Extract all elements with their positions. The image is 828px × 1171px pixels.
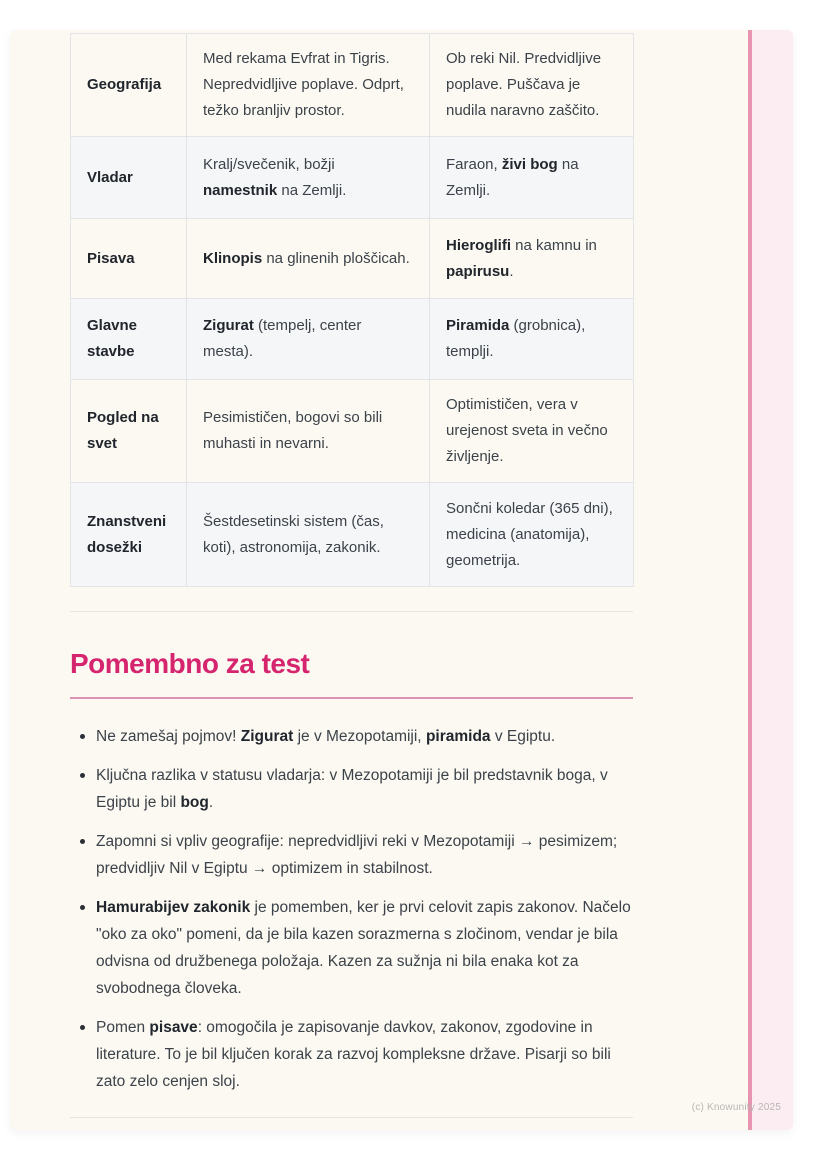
- page-content: Geografija Med rekama Evfrat in Tigris. …: [70, 30, 634, 1118]
- cell-egypt: Piramida (grobnica), templji.: [429, 298, 634, 380]
- row-label: Pogled na svet: [70, 379, 187, 483]
- list-item: Zapomni si vpliv geografije: nepredvidlj…: [70, 828, 633, 882]
- list-item: Ne zamešaj pojmov! Zigurat je v Mezopota…: [70, 723, 633, 750]
- cell-mesopotamia: Zigurat (tempelj, center mesta).: [186, 298, 430, 380]
- cell-mesopotamia: Kralj/svečenik, božji namestnik na Zemlj…: [186, 136, 430, 219]
- pink-margin-stripe: [748, 30, 793, 1130]
- key-points-list: Ne zamešaj pojmov! Zigurat je v Mezopota…: [70, 723, 633, 1095]
- row-label: Pisava: [70, 218, 187, 299]
- table-row: Znanstveni dosežki Šestdesetinski sistem…: [70, 482, 634, 587]
- table-row: Glavne stavbe Zigurat (tempelj, center m…: [70, 298, 634, 380]
- cell-mesopotamia: Med rekama Evfrat in Tigris. Nepredvidlj…: [186, 33, 430, 137]
- section-divider: [70, 611, 633, 612]
- cell-egypt: Faraon, živi bog na Zemlji.: [429, 136, 634, 219]
- cell-mesopotamia: Šestdesetinski sistem (čas, koti), astro…: [186, 482, 430, 587]
- cell-egypt: Hieroglifi na kamnu in papirusu.: [429, 218, 634, 299]
- row-label: Geografija: [70, 33, 187, 137]
- row-label: Znanstveni dosežki: [70, 482, 187, 587]
- copyright-notice: (c) Knowunity 2025: [691, 1102, 781, 1113]
- section-title: Pomembno za test: [70, 648, 310, 679]
- table-row: Pogled na svet Pesimističen, bogovi so b…: [70, 379, 634, 483]
- cell-mesopotamia: Klinopis na glinenih ploščicah.: [186, 218, 430, 299]
- list-item: Hamurabijev zakonik je pomemben, ker je …: [70, 894, 633, 1002]
- cell-egypt: Sončni koledar (365 dni), medicina (anat…: [429, 482, 634, 587]
- cell-egypt: Ob reki Nil. Predvidljive poplave. Pušča…: [429, 33, 634, 137]
- cell-egypt: Optimističen, vera v urejenost sveta in …: [429, 379, 634, 483]
- row-label: Glavne stavbe: [70, 298, 187, 380]
- comparison-table: Geografija Med rekama Evfrat in Tigris. …: [70, 33, 634, 587]
- list-item: Ključna razlika v statusu vladarja: v Me…: [70, 762, 633, 816]
- title-underline: [70, 697, 633, 699]
- row-label: Vladar: [70, 136, 187, 219]
- table-row: Vladar Kralj/svečenik, božji namestnik n…: [70, 136, 634, 219]
- table-row: Geografija Med rekama Evfrat in Tigris. …: [70, 33, 634, 137]
- section-divider: [70, 1117, 633, 1118]
- list-item: Pomen pisave: omogočila je zapisovanje d…: [70, 1014, 633, 1095]
- document-page: Geografija Med rekama Evfrat in Tigris. …: [10, 30, 793, 1130]
- table-row: Pisava Klinopis na glinenih ploščicah. H…: [70, 218, 634, 299]
- cell-mesopotamia: Pesimističen, bogovi so bili muhasti in …: [186, 379, 430, 483]
